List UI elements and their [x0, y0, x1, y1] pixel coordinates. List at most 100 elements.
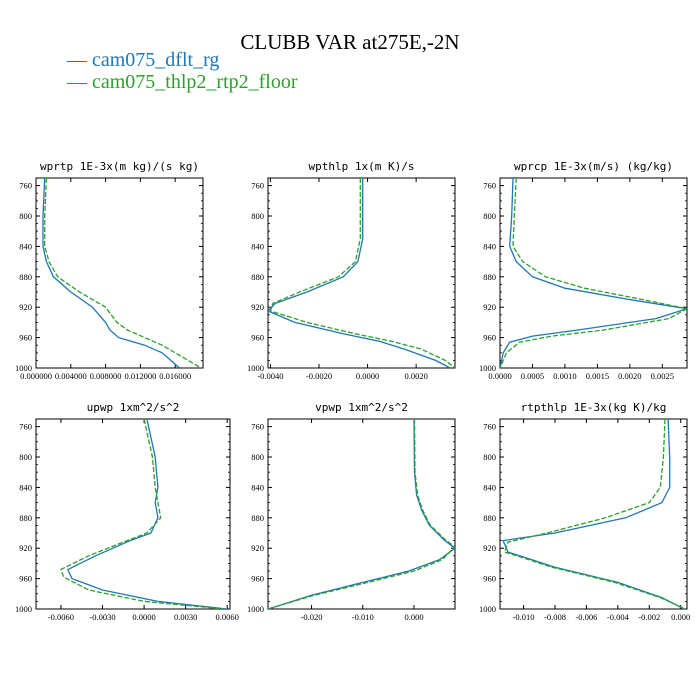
y-tick-label: 800: [19, 452, 32, 462]
series-line-dflt: [268, 419, 455, 609]
x-tick-label: 0.0060: [216, 612, 239, 622]
series-line-dflt: [268, 178, 451, 368]
series-line-floor: [44, 178, 202, 368]
y-tick-label: 840: [19, 482, 32, 492]
series-line-dflt: [500, 178, 687, 368]
legend-entry-floor: — cam075_thlp2_rtp2_floor: [67, 71, 298, 93]
y-tick-label: 920: [483, 302, 496, 312]
y-tick-label: 1000: [247, 604, 264, 614]
series-line-floor: [503, 419, 686, 609]
x-tick-label: -0.0020: [306, 371, 332, 381]
y-tick-label: 920: [19, 543, 32, 553]
x-tick-label: 0.004000: [55, 371, 87, 381]
x-tick-label: -0.010: [352, 612, 374, 622]
y-tick-label: 840: [19, 241, 32, 251]
x-tick-label: 0.0015: [586, 371, 609, 381]
panel-6: rtpthlp 1E-3x(kg K)/kg 760 800 840 880 920 960…: [479, 401, 690, 622]
plot-frame: [267, 177, 456, 369]
x-tick-label: 0.0020: [618, 371, 641, 381]
y-tick-label: 920: [483, 543, 496, 553]
panel-5: vpwp 1xm^2/s^2 760 800 840 880 920 960 1000 -0.0…: [247, 401, 456, 622]
y-tick-label: 1000: [479, 604, 496, 614]
x-tick-label: -0.008: [544, 612, 566, 622]
panel-title: wprtp 1E-3x(m kg)/(s kg): [40, 160, 199, 173]
panel-3: wprcp 1E-3x(m/s) (kg/kg) 760 800 840 880 920 9…: [479, 160, 688, 381]
y-tick-label: 880: [483, 272, 496, 282]
y-tick-label: 800: [251, 211, 264, 221]
x-tick-label: 0.0000: [356, 371, 379, 381]
plot-frame: [499, 177, 688, 369]
y-tick-label: 760: [251, 422, 264, 432]
y-tick-label: 840: [483, 241, 496, 251]
x-tick-label: 0.0020: [404, 371, 427, 381]
y-tick-label: 800: [483, 211, 496, 221]
panel-2: wpthlp 1x(m K)/s7608008408809209601000-0…: [247, 160, 456, 381]
x-tick-label: 0.008000: [90, 371, 122, 381]
x-tick-label: 0.016000: [159, 371, 191, 381]
y-tick-label: 800: [483, 452, 496, 462]
x-tick-label: 0.000000: [20, 371, 52, 381]
x-tick-label: -0.020: [301, 612, 323, 622]
y-tick-label: 760: [483, 422, 496, 432]
y-tick-label: 960: [251, 333, 264, 343]
plot-frame: [35, 177, 204, 369]
series-line-dflt: [502, 419, 685, 609]
y-tick-label: 920: [251, 543, 264, 553]
y-tick-label: 760: [19, 422, 32, 432]
y-tick-label: 960: [483, 574, 496, 584]
y-tick-label: 1000: [15, 363, 32, 373]
series-line-floor: [269, 178, 455, 368]
y-tick-label: 1000: [15, 604, 32, 614]
chart-title: CLUBB VAR at275E,-2N: [240, 30, 460, 54]
y-tick-label: 880: [483, 513, 496, 523]
y-tick-label: 960: [19, 333, 32, 343]
y-tick-label: 760: [251, 181, 264, 191]
plot-frame: [499, 418, 688, 610]
y-tick-label: 840: [483, 482, 496, 492]
y-tick-label: 920: [19, 302, 32, 312]
y-tick-label: 880: [251, 272, 264, 282]
x-tick-label: 0.0010: [553, 371, 576, 381]
x-tick-label: 0.0000: [132, 612, 155, 622]
x-tick-label: -0.006: [575, 612, 597, 622]
series-line-floor: [60, 419, 225, 609]
y-tick-label: 920: [251, 302, 264, 312]
panel-title: rtpthlp 1E-3x(kg K)/kg: [521, 401, 667, 414]
x-tick-label: 0.0000: [488, 371, 511, 381]
x-tick-label: -0.0030: [89, 612, 115, 622]
panel-4: upwp 1xm^2/s^2 760 800 840 880 920 960 1000 -0.0…: [15, 401, 239, 622]
series-line-floor: [268, 419, 455, 609]
y-tick-label: 880: [251, 513, 264, 523]
x-tick-label: 0.000: [671, 612, 690, 622]
panel-title: upwp 1xm^2/s^2: [87, 401, 180, 414]
y-tick-label: 880: [19, 272, 32, 282]
x-tick-label: -0.002: [638, 612, 660, 622]
panel-1: wprtp 1E-3x(m kg)/(s kg) 760 800 840 880 920 9…: [15, 160, 204, 381]
y-tick-label: 960: [251, 574, 264, 584]
panel-title: wpthlp 1x(m K)/s: [309, 160, 415, 173]
plot-frame: [267, 418, 456, 610]
plot-frame: [35, 418, 231, 610]
y-tick-label: 840: [251, 482, 264, 492]
x-tick-label: -0.004: [607, 612, 630, 622]
y-tick-label: 800: [251, 452, 264, 462]
x-tick-label: -0.010: [513, 612, 535, 622]
y-tick-label: 800: [19, 211, 32, 221]
legend-entry-dflt: — cam075_dflt_rg: [67, 49, 220, 71]
panel-title: vpwp 1xm^2/s^2: [315, 401, 408, 414]
y-tick-label: 960: [483, 333, 496, 343]
x-tick-label: 0.0030: [174, 612, 197, 622]
y-tick-label: 760: [19, 181, 32, 191]
y-tick-label: 960: [19, 574, 32, 584]
series-line-dflt: [67, 419, 228, 609]
y-tick-label: 840: [251, 241, 264, 251]
panel-title: wprcp 1E-3x(m/s) (kg/kg): [514, 160, 673, 173]
y-tick-label: 760: [483, 181, 496, 191]
x-tick-label: -0.0040: [257, 371, 283, 381]
series-line-floor: [500, 178, 687, 368]
y-tick-label: 1000: [479, 363, 496, 373]
x-tick-label: 0.0005: [521, 371, 544, 381]
series-line-dflt: [42, 178, 180, 368]
x-tick-label: 0.0025: [651, 371, 674, 381]
